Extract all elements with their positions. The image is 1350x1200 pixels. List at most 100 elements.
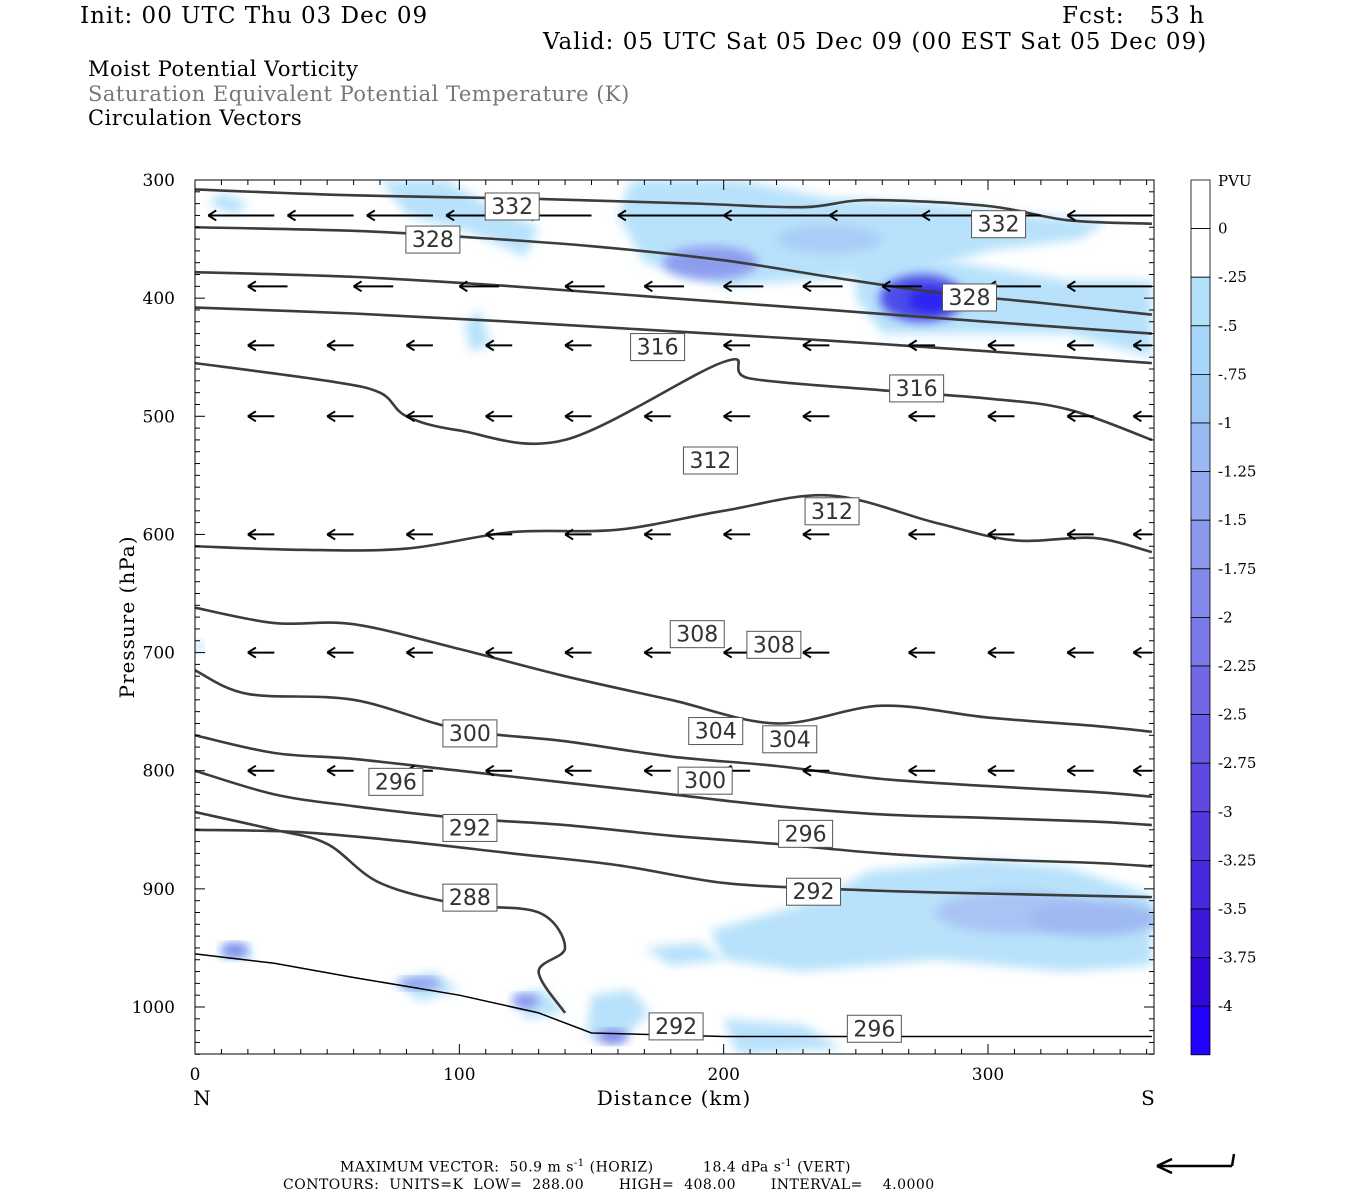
contour-label-box	[688, 717, 744, 746]
circulation-vector	[643, 280, 685, 293]
vector-head	[353, 280, 363, 293]
pv-core	[512, 994, 539, 1009]
colorbar-swatch	[1190, 1005, 1211, 1056]
vector-head	[908, 339, 918, 352]
contour-label-text: 300	[684, 769, 726, 794]
contour-label-296: 296	[846, 1014, 902, 1043]
circulation-vector	[1066, 764, 1094, 777]
contour-label-box	[648, 1012, 704, 1041]
pv-core	[398, 977, 441, 990]
circulation-vector	[247, 280, 288, 293]
circulation-vector	[405, 528, 433, 541]
circulation-vector	[723, 339, 751, 352]
contour-328	[195, 225, 1153, 316]
contour-label-box	[630, 333, 686, 362]
circulation-vector	[564, 339, 592, 352]
vector-head	[987, 410, 997, 423]
vector-head	[828, 209, 838, 222]
field-title-theta-es: Saturation Equivalent Potential Temperat…	[88, 82, 630, 106]
x-axis-title: Distance (km)	[597, 1086, 752, 1110]
vector-head	[1066, 646, 1076, 659]
colorbar-level-label: -.75	[1218, 365, 1247, 383]
contour-label-text: 300	[449, 722, 491, 747]
contour-320	[195, 306, 1152, 365]
colorbar-swatch	[1190, 617, 1211, 667]
vector-head	[1066, 280, 1076, 293]
contour-label-text: 288	[449, 886, 491, 911]
circulation-vector	[987, 528, 1015, 541]
vector-head	[366, 209, 376, 222]
colorbar-swatch	[1190, 860, 1211, 910]
vector-head	[485, 410, 495, 423]
circulation-vector	[617, 209, 724, 222]
colorbar-swatch	[1190, 276, 1211, 327]
contour-label-text: 308	[676, 623, 718, 648]
y-tick-label: 500	[143, 407, 175, 427]
contour-label-text: 312	[689, 449, 731, 474]
colorbar-level-label: -3.25	[1218, 851, 1256, 869]
circulation-vector	[908, 339, 936, 352]
contour-label-box	[682, 446, 738, 475]
vector-head	[564, 646, 574, 659]
circulation-vector	[247, 646, 275, 659]
circulation-vector	[247, 528, 275, 541]
vector-head	[564, 528, 574, 541]
circulation-vector	[802, 280, 843, 293]
circulation-vector	[207, 209, 275, 222]
pv-core	[596, 1029, 629, 1044]
contour-308	[195, 606, 1153, 734]
y-axis-title: Pressure (hPa)	[115, 536, 139, 699]
vector-head	[802, 339, 812, 352]
circulation-vector	[326, 410, 354, 423]
vector-head	[908, 528, 918, 541]
vector-head	[723, 410, 733, 423]
x-tick-label: 300	[972, 1065, 1004, 1085]
vector-head	[247, 339, 257, 352]
circulation-vector	[802, 528, 830, 541]
circulation-vector	[485, 410, 513, 423]
y-tick-label: 600	[143, 525, 175, 545]
contour-label-box	[368, 767, 424, 796]
forecast-hour: Fcst: 53 h	[1062, 3, 1205, 29]
colorbar-swatch	[1190, 957, 1211, 1007]
pv-core	[221, 943, 248, 958]
contour-label-text: 296	[785, 822, 827, 847]
colorbar-swatch	[1190, 179, 1211, 229]
vector-head	[1066, 339, 1076, 352]
vector-head	[908, 764, 918, 777]
circulation-vector	[247, 764, 275, 777]
x-tick-label: 100	[443, 1065, 475, 1085]
field-title-pv: Moist Potential Vorticity	[88, 57, 359, 81]
contour-label-300: 300	[442, 719, 498, 748]
contour-label-text: 316	[637, 336, 679, 361]
contour-label-box	[804, 497, 860, 526]
vector-head	[1066, 209, 1076, 222]
circulation-vector	[987, 410, 1015, 423]
circulation-vector	[1066, 280, 1152, 293]
circulation-vector	[802, 646, 830, 659]
vector-head	[802, 764, 812, 777]
init-time: Init: 00 UTC Thu 03 Dec 09	[80, 3, 429, 29]
vector-head	[881, 280, 891, 293]
vector-head	[1132, 528, 1142, 541]
vector-head	[723, 646, 733, 659]
contour-label-288: 288	[442, 883, 498, 912]
contour-label-box	[405, 225, 461, 254]
contour-label-text: 296	[375, 770, 417, 795]
circulation-vector	[643, 646, 671, 659]
contour-label-308: 308	[669, 620, 725, 649]
vector-head	[1066, 410, 1076, 423]
max-vector-note: MAXIMUM VECTOR: 50.9 m s-1 (HORIZ) 18.4 …	[340, 1158, 851, 1176]
vector-head	[617, 209, 627, 222]
contour-label-box	[846, 1014, 902, 1043]
contour-label-box	[442, 883, 498, 912]
x-tick-label: 0	[190, 1065, 201, 1085]
circulation-vector	[908, 410, 936, 423]
colorbar-swatch	[1190, 471, 1211, 521]
contour-label-316: 316	[630, 333, 686, 362]
colorbar-level-label: -1.5	[1218, 511, 1247, 529]
contour-300	[195, 734, 1152, 827]
vector-head	[445, 209, 455, 222]
vector-head	[326, 339, 336, 352]
vector-head	[485, 764, 495, 777]
